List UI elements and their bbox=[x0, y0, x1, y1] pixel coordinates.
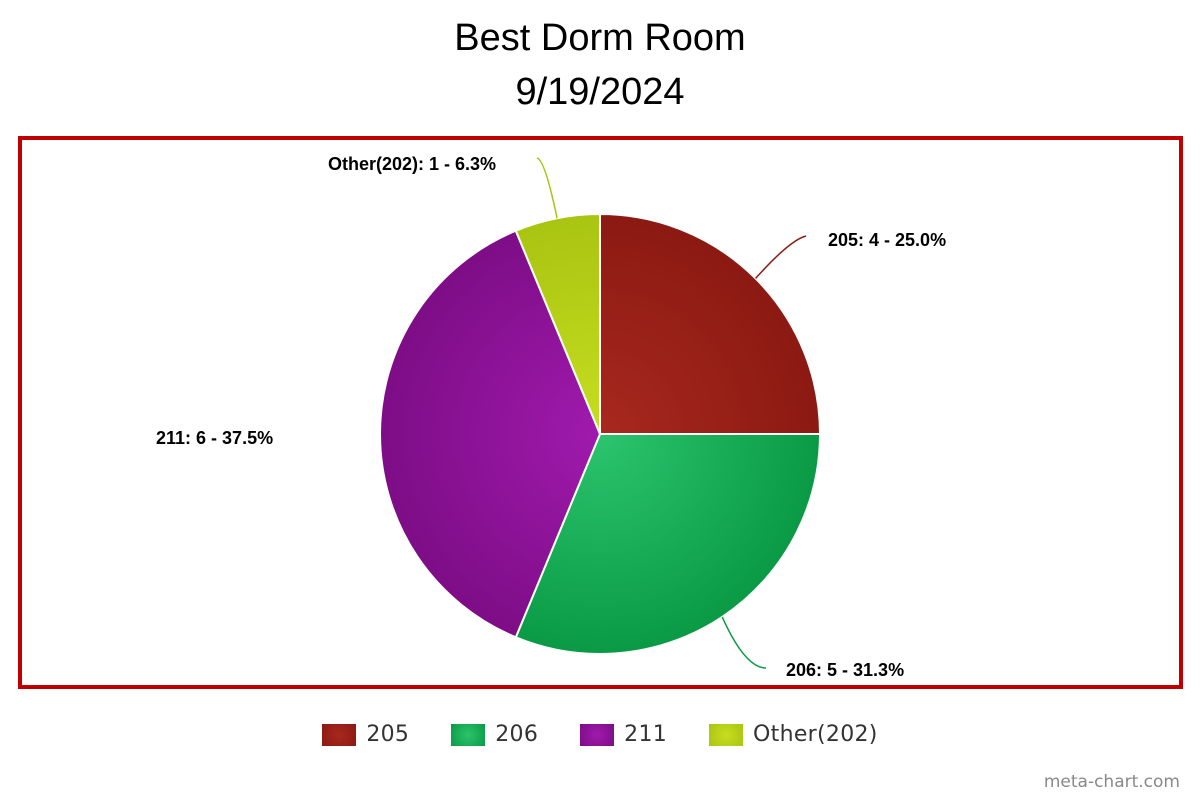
pie-slice-other-202[interactable] bbox=[514, 212, 601, 435]
chart-subtitle: 9/19/2024 bbox=[515, 71, 684, 113]
legend-item-205[interactable]: 205 bbox=[322, 722, 409, 747]
chart-title: Best Dorm Room bbox=[454, 17, 745, 59]
watermark[interactable]: meta-chart.com bbox=[1043, 772, 1180, 792]
legend-swatch-206 bbox=[451, 723, 486, 746]
label-connector bbox=[721, 616, 767, 669]
pie-slice-211[interactable] bbox=[379, 229, 602, 639]
legend-swatch-211 bbox=[580, 723, 615, 746]
legend-item-206[interactable]: 206 bbox=[451, 722, 538, 747]
data-labels-layer: 205: 4 - 25.0% 206: 5 - 31.3% 211: 6 - 37.… bbox=[156, 154, 946, 680]
legend-item-211[interactable]: 211 bbox=[580, 722, 667, 747]
legend-label-205: 205 bbox=[366, 722, 410, 747]
legend-label-other-202: Other(202) bbox=[753, 722, 878, 747]
label-connector bbox=[536, 157, 558, 219]
slices-layer bbox=[379, 212, 822, 655]
data-label: 211: 6 - 37.5% bbox=[156, 428, 273, 448]
data-label: Other(202): 1 - 6.3% bbox=[328, 154, 496, 174]
label-connector bbox=[755, 235, 807, 279]
legend-swatch-other-202 bbox=[709, 723, 744, 746]
legend: 205 206 211 Other(202) bbox=[0, 722, 1200, 747]
data-label: 205: 4 - 25.0% bbox=[828, 230, 946, 250]
legend-item-other-202[interactable]: Other(202) bbox=[709, 722, 878, 747]
plot-frame bbox=[18, 136, 1183, 689]
legend-label-206: 206 bbox=[495, 722, 539, 747]
pie-slice-206[interactable] bbox=[514, 433, 822, 655]
data-label: 206: 5 - 31.3% bbox=[786, 660, 904, 680]
legend-swatch-205 bbox=[322, 723, 357, 746]
legend-label-211: 211 bbox=[624, 722, 668, 747]
